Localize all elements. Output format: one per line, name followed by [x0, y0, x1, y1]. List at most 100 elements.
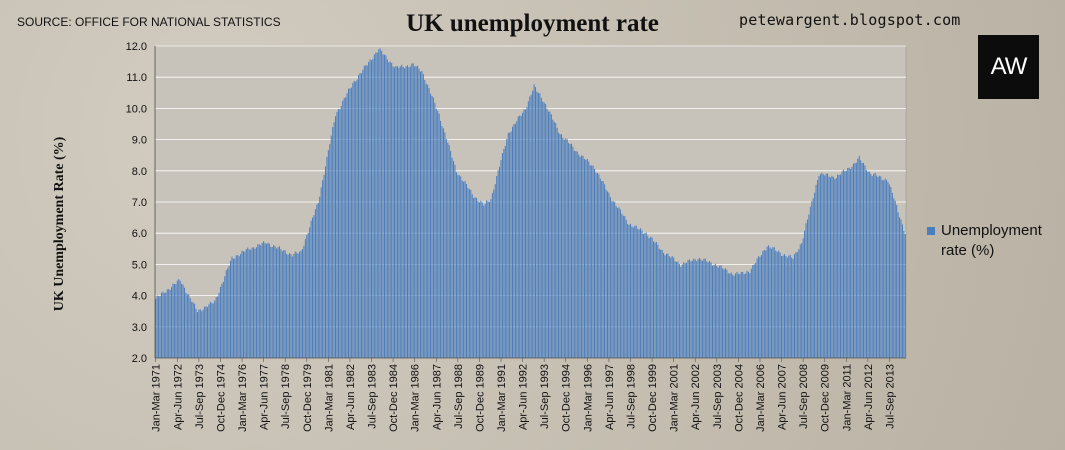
bar [650, 236, 652, 358]
bar [696, 261, 698, 358]
bar [727, 273, 729, 358]
bar [395, 65, 397, 358]
bar [442, 128, 444, 358]
bar [356, 79, 358, 358]
bar [707, 262, 709, 358]
bar [234, 258, 236, 358]
bar [753, 264, 755, 358]
bar [284, 250, 286, 358]
bar [330, 135, 332, 358]
bar [788, 255, 790, 358]
bar [171, 287, 173, 358]
bar [496, 176, 498, 358]
bar [556, 127, 558, 359]
bar [726, 269, 728, 358]
bar [701, 260, 703, 358]
x-tick-label: Apr-Jun 1997 [604, 364, 616, 430]
bar [402, 66, 404, 359]
bar [297, 253, 299, 358]
bar [394, 67, 396, 358]
bar [870, 173, 872, 358]
bar [792, 258, 794, 358]
bar [601, 181, 603, 358]
bar [697, 259, 699, 358]
bar [327, 150, 329, 358]
bar [893, 198, 895, 358]
bar [579, 156, 581, 358]
bar [277, 247, 279, 358]
bar [547, 111, 550, 359]
bar [264, 243, 266, 358]
bar [736, 271, 738, 358]
bar [864, 165, 866, 358]
bar [268, 243, 270, 358]
bar [242, 251, 244, 358]
bar [189, 298, 191, 358]
bar [832, 176, 834, 358]
bar [347, 88, 350, 359]
bar [448, 144, 450, 358]
bar [516, 120, 518, 358]
bar [281, 251, 283, 358]
bar [798, 249, 800, 358]
bar [422, 74, 424, 358]
bar [842, 169, 844, 358]
bar [861, 163, 863, 358]
bar [847, 167, 849, 358]
x-tick-label: Oct-Dec 1994 [561, 364, 573, 432]
bar [172, 283, 174, 358]
bar [506, 138, 508, 358]
bar [765, 250, 767, 358]
bar [897, 212, 899, 358]
bar [463, 181, 465, 358]
bar [445, 138, 447, 358]
bar [278, 246, 280, 358]
bar [891, 192, 893, 358]
bar [289, 253, 291, 358]
x-tick-label: Apr-Jun 1977 [259, 364, 271, 430]
y-tick-label: 10.0 [126, 103, 147, 115]
bar [604, 184, 606, 358]
bar [769, 247, 771, 358]
bar [806, 219, 808, 358]
bar [343, 98, 345, 358]
bar [201, 311, 203, 358]
bar [903, 231, 905, 358]
bar [865, 170, 867, 358]
bar [660, 249, 662, 358]
bar [444, 132, 446, 358]
bar [717, 267, 719, 358]
bar [789, 254, 791, 358]
x-tick-label: Oct-Dec 1984 [388, 364, 400, 432]
bar [451, 157, 453, 358]
bar [878, 175, 880, 358]
bar [368, 61, 370, 358]
bar [428, 88, 430, 359]
x-tick-label: Jul-Sep 1983 [367, 364, 379, 429]
bar [758, 256, 760, 358]
bar [532, 90, 534, 359]
x-tick-label: Jan-Mar 2011 [841, 364, 853, 431]
bar [560, 134, 562, 358]
bar [168, 289, 170, 358]
bar [405, 66, 407, 358]
bar [360, 73, 362, 358]
bar [205, 306, 207, 358]
bar [304, 239, 306, 358]
bar [581, 155, 583, 358]
bar [362, 69, 364, 359]
y-tick-label: 6.0 [132, 228, 147, 240]
bar [224, 276, 226, 358]
bar [801, 243, 803, 358]
bar [440, 120, 442, 358]
bar [166, 289, 168, 358]
bar [163, 293, 165, 358]
bar [300, 250, 302, 358]
bar [389, 61, 391, 358]
bar [181, 283, 183, 358]
bar [527, 101, 529, 358]
bar [198, 309, 200, 358]
bar [568, 143, 570, 358]
bar [720, 265, 722, 358]
